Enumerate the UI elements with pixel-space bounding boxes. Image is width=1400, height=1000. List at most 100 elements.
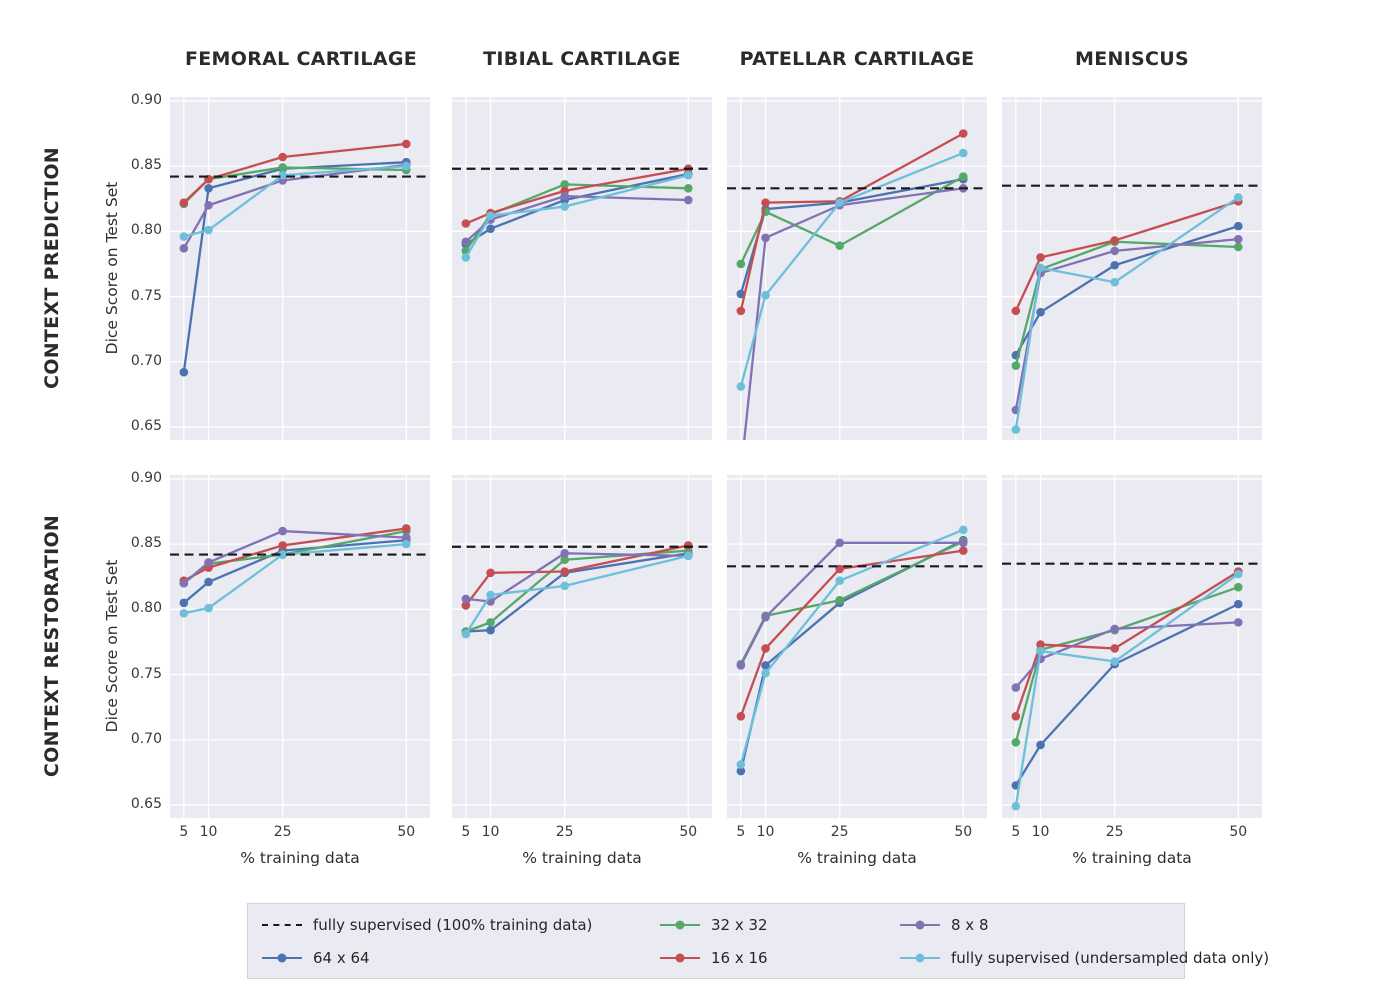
- data-point-fully-supervised-undersampled-data-only: [1036, 646, 1045, 656]
- data-point-32-x-32: [1011, 738, 1021, 747]
- legend-entry-16x16: 16 x 16: [660, 949, 900, 967]
- x-tick-label: 25: [555, 824, 574, 840]
- legend-label: 32 x 32: [711, 915, 768, 934]
- y-tick-label: 0.70: [130, 730, 162, 747]
- y-tick-label: 0.90: [130, 91, 162, 108]
- data-point-fully-supervised-undersampled-data-only: [560, 202, 569, 211]
- data-point-fully-supervised-undersampled-data-only: [736, 760, 746, 769]
- data-point-8-x-8: [461, 237, 471, 247]
- data-point-fully-supervised-undersampled-data-only: [179, 232, 189, 241]
- data-point-fully-supervised-undersampled-data-only: [179, 608, 189, 618]
- data-point-64-x-64: [1036, 740, 1045, 750]
- legend-label: 16 x 16: [711, 948, 768, 967]
- series-line-fully-supervised-undersampled-data-only: [739, 151, 965, 388]
- data-point-8-x-8: [1110, 624, 1119, 634]
- x-tick-label: 50: [397, 824, 416, 840]
- y-axis-label-bottom: Dice Score on Test Set: [103, 559, 121, 733]
- series-line-32-x-32: [739, 175, 965, 266]
- row-label-context-prediction: CONTEXT PREDICTION: [41, 147, 63, 389]
- line-marker-sample-icon: [660, 920, 700, 930]
- x-tick-label: 50: [954, 824, 973, 840]
- column-title-tibial-cartilage: TIBIAL CARTILAGE: [483, 48, 681, 70]
- data-point-fully-supervised-undersampled-data-only: [683, 170, 693, 180]
- series-line-16-x-16: [464, 544, 690, 607]
- legend-entry-64x64: 64 x 64: [262, 949, 660, 967]
- data-point-fully-supervised-undersampled-data-only: [278, 170, 287, 180]
- column-title-patellar-cartilage: PATELLAR CARTILAGE: [739, 48, 975, 70]
- data-point-8-x-8: [179, 578, 189, 588]
- legend-entry-fully-supervised-undersampled: fully supervised (undersampled data only…: [900, 949, 1269, 967]
- data-point-16-x-16: [486, 568, 495, 578]
- column-title-meniscus: MENISCUS: [1075, 48, 1189, 70]
- data-point-32-x-32: [1011, 361, 1021, 370]
- chart-canvas: [170, 475, 430, 818]
- y-tick-label: 0.80: [130, 600, 162, 617]
- x-tick-label: 5: [179, 824, 189, 840]
- data-point-16-x-16: [1036, 640, 1045, 649]
- y-tick-label: 0.85: [130, 157, 162, 174]
- legend-label: 8 x 8: [951, 915, 989, 934]
- data-point-8-x-8: [1110, 246, 1119, 256]
- data-point-16-x-16: [461, 219, 471, 228]
- series-line-8-x-8: [1014, 621, 1240, 689]
- data-point-8-x-8: [204, 200, 213, 210]
- data-point-fully-supervised-undersampled-data-only: [1011, 425, 1021, 434]
- x-tick-label: 25: [830, 824, 849, 840]
- data-point-16-x-16: [761, 198, 770, 207]
- data-point-fully-supervised-undersampled-data-only: [204, 225, 213, 235]
- x-axis-label-patellar: % training data: [797, 849, 917, 867]
- series-line-8-x-8: [182, 529, 408, 585]
- chart-canvas: [727, 97, 987, 440]
- y-axis-label-top: Dice Score on Test Set: [103, 181, 121, 355]
- data-point-32-x-32: [1233, 242, 1243, 252]
- data-point-32-x-32: [560, 555, 569, 565]
- series-line-8-x-8: [464, 552, 690, 603]
- data-point-64-x-64: [1233, 221, 1243, 231]
- data-point-fully-supervised-undersampled-data-only: [835, 576, 844, 585]
- data-point-16-x-16: [958, 546, 968, 555]
- data-point-fully-supervised-undersampled-data-only: [1110, 277, 1119, 287]
- line-marker-sample-icon: [900, 920, 940, 930]
- subplot-context-restoration-meniscus: [1002, 475, 1262, 818]
- data-point-8-x-8: [401, 533, 411, 542]
- column-title-femoral-cartilage: FEMORAL CARTILAGE: [184, 48, 418, 70]
- subplot-context-restoration-tibial-cartilage: [452, 475, 712, 818]
- data-point-64-x-64: [179, 367, 189, 377]
- legend-label: fully supervised (100% training data): [313, 915, 593, 934]
- series-line-16-x-16: [182, 142, 408, 204]
- data-point-32-x-32: [683, 183, 693, 193]
- subplot-context-prediction-patellar-cartilage: [727, 97, 987, 440]
- data-point-16-x-16: [1110, 644, 1119, 653]
- data-point-16-x-16: [461, 601, 471, 610]
- data-point-16-x-16: [683, 541, 693, 550]
- data-point-16-x-16: [278, 152, 287, 162]
- series-line-8-x-8: [739, 541, 965, 667]
- data-point-16-x-16: [179, 198, 189, 207]
- data-point-fully-supervised-undersampled-data-only: [461, 629, 471, 639]
- x-tick-label: 10: [756, 824, 775, 840]
- data-point-16-x-16: [761, 644, 770, 653]
- data-point-8-x-8: [761, 612, 770, 622]
- data-point-16-x-16: [1110, 236, 1119, 245]
- data-point-64-x-64: [736, 289, 746, 299]
- data-point-16-x-16: [736, 711, 746, 721]
- x-tick-label: 5: [736, 824, 746, 840]
- data-point-16-x-16: [736, 306, 746, 316]
- x-axis-label-tibial: % training data: [522, 849, 642, 867]
- x-tick-label: 10: [481, 824, 500, 840]
- y-tick-label: 0.70: [130, 352, 162, 369]
- data-point-32-x-32: [486, 618, 495, 627]
- series-line-fully-supervised-undersampled-data-only: [1014, 196, 1240, 431]
- data-point-8-x-8: [461, 594, 471, 604]
- y-tick-label: 0.80: [130, 222, 162, 239]
- data-point-32-x-32: [1233, 582, 1243, 592]
- data-point-fully-supervised-undersampled-data-only: [1036, 263, 1045, 273]
- data-point-fully-supervised-undersampled-data-only: [486, 211, 495, 220]
- x-tick-label: 25: [273, 824, 292, 840]
- data-point-fully-supervised-undersampled-data-only: [204, 603, 213, 613]
- x-axis-label-femoral: % training data: [240, 849, 360, 867]
- chart-canvas: [1002, 97, 1262, 440]
- data-point-8-x-8: [560, 191, 569, 201]
- data-point-fully-supervised-undersampled-data-only: [761, 290, 770, 300]
- data-point-fully-supervised-undersampled-data-only: [1011, 801, 1021, 811]
